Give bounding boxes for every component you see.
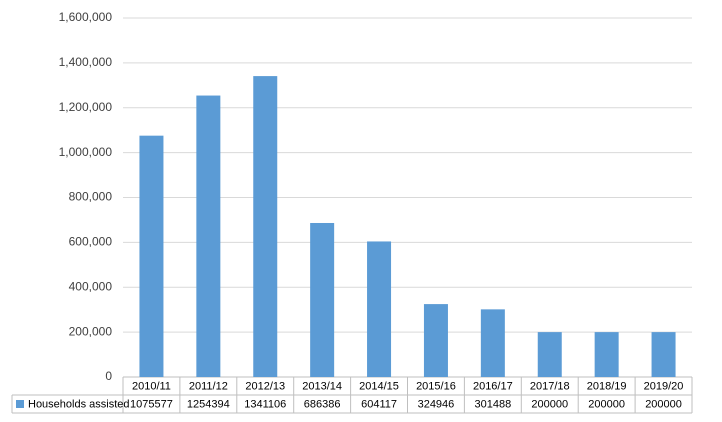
x-tick-label: 2016/17	[473, 380, 513, 392]
table-value: 301488	[474, 398, 511, 410]
bar	[310, 222, 335, 377]
y-tick-label: 400,000	[69, 279, 113, 293]
x-tick-label: 2012/13	[245, 380, 285, 392]
x-tick-label: 2018/19	[587, 380, 627, 392]
table-value: 1075577	[130, 398, 173, 410]
y-tick-label: 0	[105, 369, 112, 383]
table-value: 200000	[645, 398, 682, 410]
table-value: 200000	[531, 398, 568, 410]
x-tick-label: 2011/12	[189, 380, 228, 392]
bar	[196, 95, 221, 377]
table-value: 1341106	[244, 398, 286, 410]
legend-swatch	[16, 400, 24, 408]
bar	[651, 332, 676, 377]
y-tick-label: 1,200,000	[59, 100, 113, 114]
table-value: 200000	[588, 398, 625, 410]
table-value: 1254394	[187, 398, 230, 410]
x-tick-label: 2019/20	[644, 380, 684, 392]
bar	[423, 304, 448, 377]
bar	[480, 309, 505, 377]
y-tick-label: 600,000	[69, 235, 113, 249]
bar	[594, 332, 619, 377]
x-tick-label: 2015/16	[416, 380, 456, 392]
bar	[139, 135, 164, 377]
bar	[367, 241, 392, 377]
table-value: 324946	[418, 398, 455, 410]
x-tick-label: 2017/18	[530, 380, 570, 392]
y-tick-label: 200,000	[69, 324, 113, 338]
bar	[253, 76, 278, 377]
x-tick-label: 2013/14	[302, 380, 342, 392]
y-tick-label: 800,000	[69, 190, 113, 204]
y-tick-label: 1,400,000	[59, 55, 113, 69]
x-tick-label: 2010/11	[132, 380, 171, 392]
x-tick-label: 2014/15	[359, 380, 399, 392]
y-tick-label: 1,600,000	[59, 10, 113, 24]
bar	[537, 332, 562, 377]
table-value: 686386	[304, 398, 341, 410]
legend-label: Households assisted	[28, 398, 130, 410]
table-value: 604117	[361, 398, 397, 410]
y-tick-label: 1,000,000	[59, 145, 113, 159]
